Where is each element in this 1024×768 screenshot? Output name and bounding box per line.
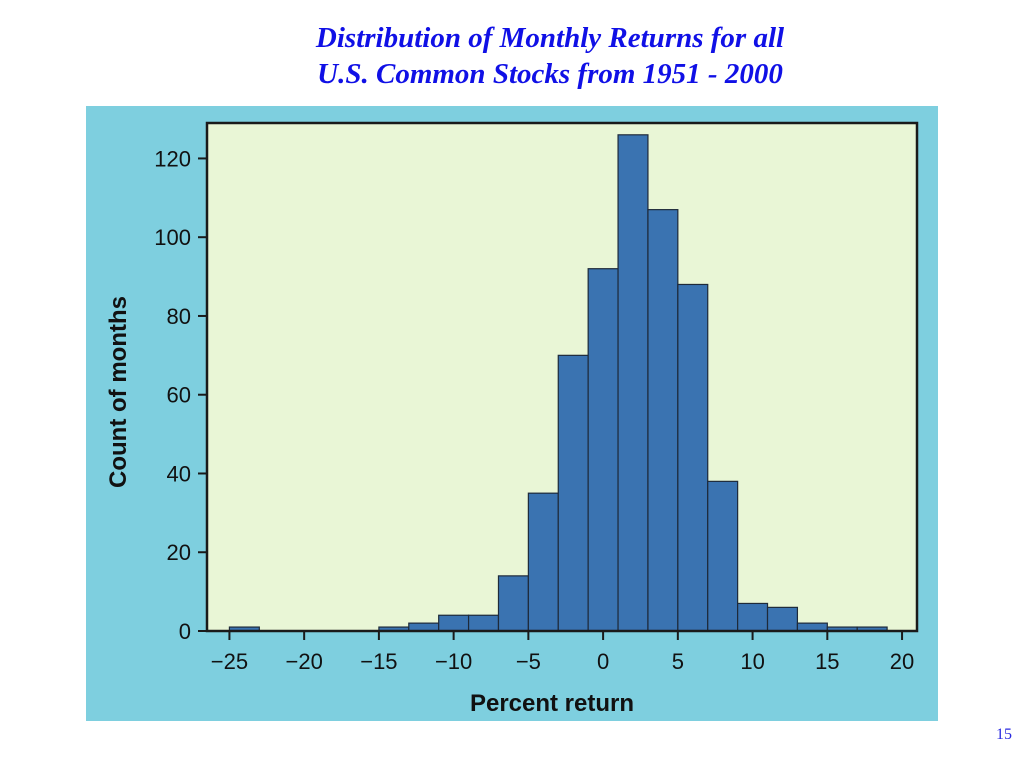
x-tick-label-9: 20 xyxy=(890,649,914,674)
x-tick-label-5: 0 xyxy=(597,649,609,674)
x-tick-label-0: −25 xyxy=(211,649,248,674)
y-tick-label-4: 80 xyxy=(167,304,191,329)
x-tick-label-8: 15 xyxy=(815,649,839,674)
histogram-bar-14 xyxy=(647,209,679,632)
histogram-bar-16 xyxy=(707,480,739,632)
slide-title-line-2: U.S. Common Stocks from 1951 - 2000 xyxy=(317,58,783,90)
histogram-bar-18 xyxy=(766,606,799,632)
y-tick-label-2: 40 xyxy=(167,461,191,486)
x-tick-label-4: −5 xyxy=(516,649,541,674)
y-tick-label-0: 0 xyxy=(179,619,191,644)
plot-frame xyxy=(205,121,919,633)
histogram-chart: 0 20 40 60 80 100 120 −25 −20 −15 −10 −5 0 5 10 15 20 Per… xyxy=(105,121,919,717)
x-tick-label-1: −20 xyxy=(285,649,322,674)
y-axis-label: Count of months xyxy=(105,296,132,488)
histogram-bar-9 xyxy=(497,575,529,632)
x-tick-label-6: 5 xyxy=(672,649,684,674)
x-axis-label: Percent return xyxy=(470,690,634,717)
y-tick-label-5: 100 xyxy=(154,225,191,250)
y-tick-label-1: 20 xyxy=(167,540,191,565)
y-tick-label-3: 60 xyxy=(167,383,191,408)
histogram-bar-11 xyxy=(557,354,589,632)
x-tick-label-3: −10 xyxy=(435,649,472,674)
x-tick-label-7: 10 xyxy=(740,649,764,674)
slide-title-line-1: Distribution of Monthly Returns for all xyxy=(315,22,785,54)
chart-panel: 0 20 40 60 80 100 120 −25 −20 −15 −10 −5 0 5 10 15 20 Per… xyxy=(86,106,938,721)
histogram-bar-15 xyxy=(677,283,709,632)
histogram-bar-13 xyxy=(617,134,649,632)
histogram-bar-17 xyxy=(737,602,769,632)
slide-title: Distribution of Monthly Returns for all … xyxy=(0,20,1024,92)
y-tick-label-6: 120 xyxy=(154,146,191,171)
x-tick-label-2: −15 xyxy=(360,649,397,674)
histogram-bar-10 xyxy=(527,492,559,632)
histogram-bar-8 xyxy=(467,614,500,632)
histogram-bar-7 xyxy=(438,614,470,632)
page-number: 15 xyxy=(996,726,1012,743)
histogram-bar-12 xyxy=(587,268,619,632)
